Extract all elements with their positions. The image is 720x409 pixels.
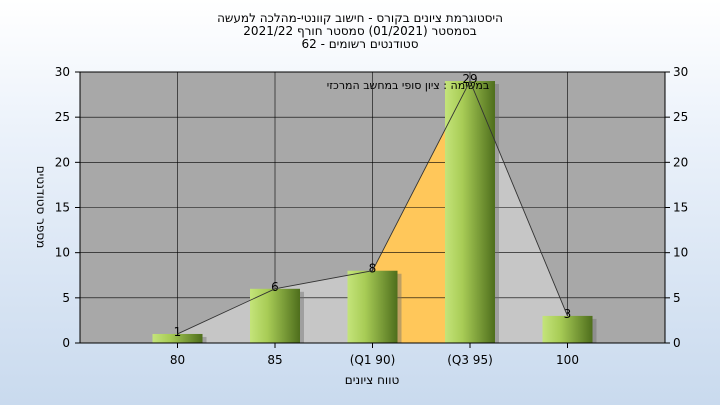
x-tick-label: (Q3 95) bbox=[447, 353, 493, 367]
y-tick-label-left: 25 bbox=[55, 110, 70, 124]
bar-value-label: 1 bbox=[174, 325, 182, 339]
bar-value-label: 3 bbox=[564, 307, 572, 321]
y-tick-label-left: 15 bbox=[55, 201, 70, 215]
chart-subtitle: בסמסטר (01/2021) סמסטר חורף 2021/22 bbox=[243, 24, 476, 38]
y-tick-label-left: 5 bbox=[62, 291, 70, 305]
distribution-line bbox=[177, 79, 568, 335]
y-tick-label-right: 25 bbox=[673, 110, 688, 124]
trend-line bbox=[177, 79, 568, 335]
x-tick-label: 80 bbox=[170, 353, 185, 367]
y-tick-label-right: 20 bbox=[673, 155, 688, 169]
y-tick-label-left: 30 bbox=[55, 65, 70, 79]
y-tick-label-right: 10 bbox=[673, 246, 688, 260]
bar bbox=[250, 288, 300, 343]
y-tick-label-right: 30 bbox=[673, 65, 688, 79]
y-tick-label-right: 15 bbox=[673, 201, 688, 215]
y-tick-label-left: 20 bbox=[55, 155, 70, 169]
bar bbox=[542, 315, 593, 343]
x-tick-label: 85 bbox=[267, 353, 282, 367]
y-tick-label-left: 0 bbox=[62, 336, 70, 350]
y-tick-label-left: 10 bbox=[55, 246, 70, 260]
bar-value-label: 6 bbox=[271, 280, 279, 294]
bar-value-label: 29 bbox=[462, 72, 477, 86]
x-tick-label: 100 bbox=[556, 353, 579, 367]
bar bbox=[152, 333, 203, 343]
x-tick-label: (Q1 90) bbox=[350, 353, 396, 367]
x-axis-label: טווח ציונים bbox=[345, 373, 400, 387]
axes: 0 0 5 5 10 10 15 15 20 20 25 25 30 30 80 85 (Q1 90) (Q3 9… bbox=[55, 65, 689, 367]
bar bbox=[347, 270, 398, 343]
chart-title: היסטוגרמת ציונים בקורס - חישוב קוונטי-מה… bbox=[217, 11, 503, 25]
bar-value-label: 8 bbox=[369, 262, 377, 276]
y-axis-label: מספר סטודנטים bbox=[34, 166, 48, 249]
bars: 1 6 8 29 3 bbox=[152, 72, 597, 344]
y-tick-label-right: 5 bbox=[673, 291, 681, 305]
chart-annotation: במשימה : ציון סופי במחשב המרכזי bbox=[327, 79, 490, 92]
bar bbox=[445, 81, 495, 344]
chart-registered-count: 62 - סטודנטים רשומים bbox=[301, 37, 418, 51]
y-tick-label-right: 0 bbox=[673, 336, 681, 350]
